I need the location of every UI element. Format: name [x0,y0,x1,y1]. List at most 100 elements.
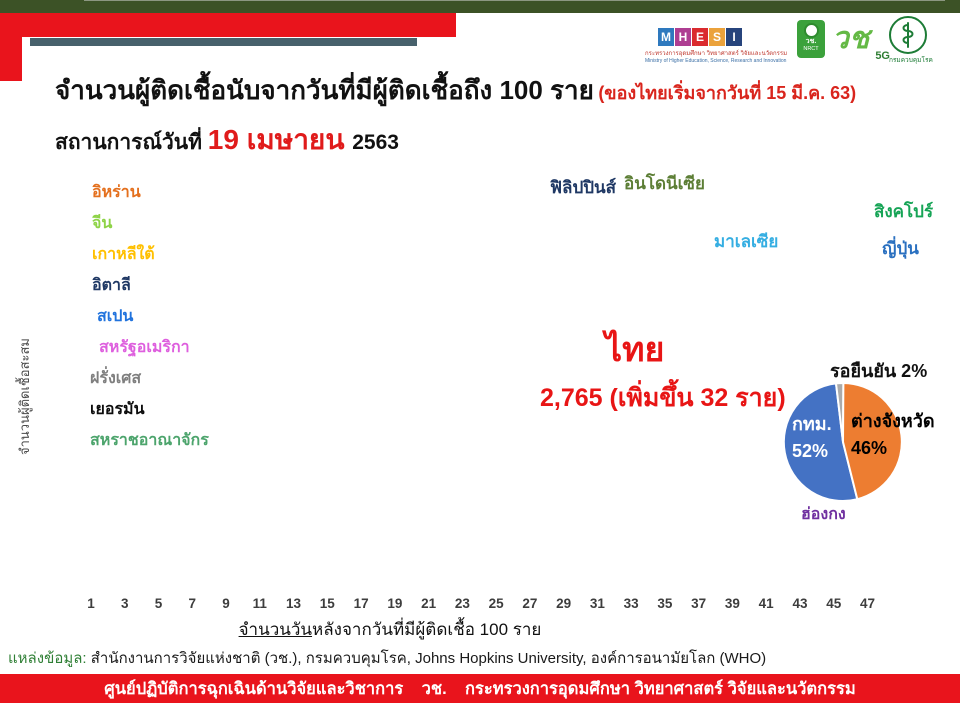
y-tick-5100: 5100 [47,0,77,3]
data-point-philippines-day5 [154,0,162,4]
data-point-china-day3 [121,0,129,4]
data-point-uk-day8 [205,0,213,4]
mhesi-letter-M: M [658,28,674,46]
data-point-philippines-day12 [273,0,281,4]
data-point-philippines-day8 [205,0,213,4]
data-point-philippines-day6 [171,0,179,4]
nrct-emblem-icon [803,23,819,38]
data-point-thailand-day10 [236,0,250,7]
data-point-philippines-day14 [306,0,314,4]
data-point-singapore-day14 [306,0,314,4]
data-point-indonesia-day32 [610,0,618,4]
data-point-usa-day5 [154,0,162,4]
data-point-usa-day12 [273,0,281,4]
data-point-italy-day6 [171,0,179,4]
data-point-iran-day11 [256,0,264,4]
data-point-singapore-day4 [137,0,145,4]
data-point-japan-day45 [830,0,838,4]
data-point-italy-day3 [121,0,129,4]
x-tick-19: 19 [387,596,402,611]
data-point-indonesia-day19 [391,0,399,4]
data-point-malaysia-day4 [137,0,145,4]
data-point-south-korea-day1 [87,0,95,4]
data-point-japan-day41 [762,0,770,4]
data-point-malaysia-day24 [475,0,483,4]
data-point-hong-kong-day10 [239,0,247,4]
data-point-germany-day11 [256,0,264,4]
data-point-south-korea-day11 [256,0,264,4]
series-philippines [87,0,585,4]
data-point-philippines-day16 [340,0,348,4]
data-point-japan-day9 [222,0,230,4]
data-point-france-day11 [256,0,264,4]
data-point-japan-day22 [441,0,449,4]
data-point-japan-day37 [695,0,703,4]
data-point-france-day4 [137,0,145,4]
data-point-malaysia-day37 [695,0,703,4]
data-point-singapore-day36 [678,0,686,4]
data-point-thailand-day1 [84,0,98,7]
data-point-usa-day6 [171,0,179,4]
data-point-germany-day15 [323,0,331,4]
data-point-japan-day3 [121,0,129,4]
mhesi-english-name: Ministry of Higher Education, Science, R… [645,58,787,64]
data-point-singapore-day39 [728,0,736,4]
data-point-uk-day17 [357,0,365,4]
data-point-japan-day13 [289,0,297,4]
series-italy [87,0,332,4]
x-tick-31: 31 [590,596,606,611]
data-point-singapore-day44 [813,0,821,4]
data-point-italy-day2 [104,0,112,4]
y-tick-600: 600 [54,0,77,3]
data-point-singapore-day47 [863,0,871,4]
data-point-italy-day9 [222,0,230,4]
data-point-malaysia-day7 [188,0,196,4]
data-point-usa-day4 [137,0,145,4]
y-tick-2600: 2600 [47,0,77,3]
data-point-south-korea-day7 [188,0,196,4]
data-point-indonesia-day33 [627,0,635,4]
data-point-france-day3 [121,0,129,4]
data-point-indonesia-day6 [171,0,179,4]
data-point-singapore-day46 [846,0,854,4]
data-point-japan-day44 [813,0,821,4]
data-point-uk-day12 [273,0,281,4]
data-point-thailand-day23 [456,0,470,7]
data-point-uk-day3 [121,0,129,4]
data-point-germany-day8 [205,0,213,4]
data-point-philippines-day24 [475,0,483,4]
data-point-hong-kong-day15 [323,0,331,4]
series-usa [87,0,332,4]
x-tick-21: 21 [421,596,437,611]
data-point-japan-day32 [610,0,618,4]
data-point-uk-day15 [323,0,331,4]
data-point-france-day12 [273,0,281,4]
data-point-singapore-day32 [610,0,618,4]
data-point-singapore-day3 [121,0,129,4]
data-point-germany-day2 [104,0,112,4]
data-point-usa-day10 [239,0,247,4]
data-point-spain-day12 [273,0,281,4]
caduceus-icon [889,16,927,54]
series-hong-kong [87,0,788,4]
data-point-uk-day9 [222,0,230,4]
data-point-thailand-day4 [135,0,149,7]
data-point-italy-day7 [188,0,196,4]
data-point-germany-day17 [357,0,365,4]
data-point-japan-day6 [171,0,179,4]
series-indonesia [87,0,652,4]
mhesi-letter-S: S [709,28,725,46]
data-point-japan-day16 [340,0,348,4]
data-point-spain-day10 [239,0,247,4]
data-point-thailand-day8 [202,0,216,7]
data-point-malaysia-day5 [154,0,162,4]
data-point-usa-day15 [323,0,331,4]
data-point-germany-day13 [289,0,297,4]
data-point-iran-day5 [154,0,162,4]
data-point-italy-day11 [256,0,264,4]
x-tick-3: 3 [121,596,129,611]
data-point-philippines-day3 [121,0,129,4]
data-point-thailand-day14 [304,0,318,7]
data-point-malaysia-day29 [559,0,567,4]
data-point-japan-day11 [256,0,264,4]
